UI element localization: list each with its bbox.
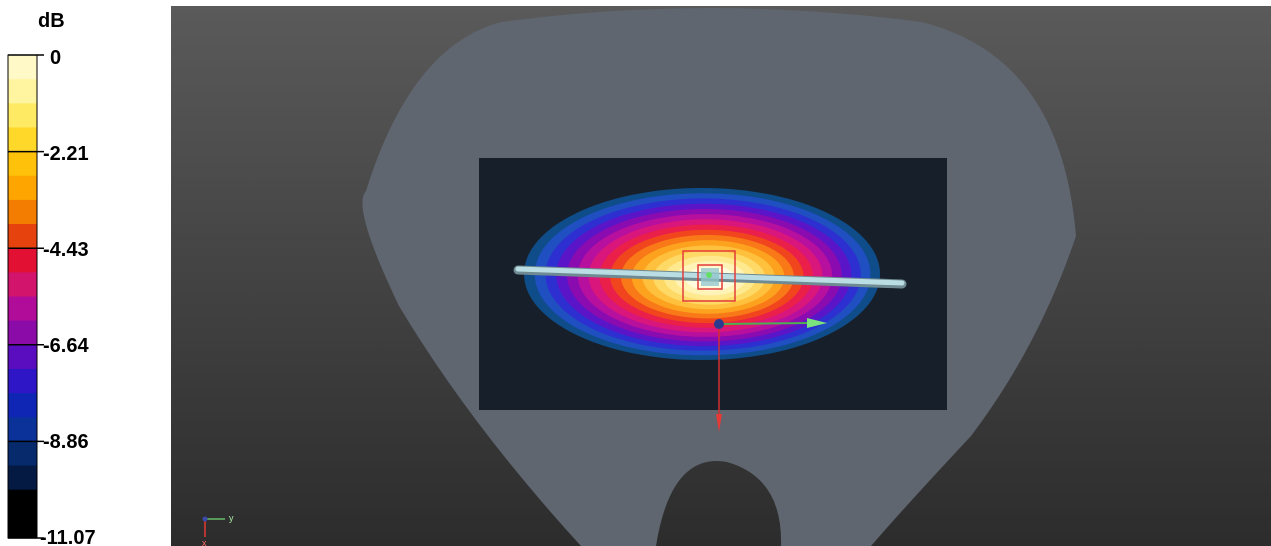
tick-label-5: -11.07 xyxy=(40,527,96,546)
color-band xyxy=(8,368,37,394)
color-scale-graphic: dB 0 -2.21 -4.43 -6.64 -8.86 -11.07 xyxy=(7,10,96,546)
color-band xyxy=(8,55,37,80)
color-band xyxy=(8,441,37,467)
unit-label: dB xyxy=(38,10,65,32)
color-band xyxy=(8,248,37,273)
y-axis-arrow[interactable] xyxy=(807,318,827,328)
color-band xyxy=(8,417,37,442)
color-band xyxy=(8,175,37,201)
color-band xyxy=(8,224,37,249)
tick-label-0: 0 xyxy=(50,47,61,69)
origin-handle[interactable] xyxy=(714,319,724,329)
triad-x-label: x xyxy=(202,538,207,546)
color-band xyxy=(8,320,37,346)
color-band xyxy=(8,489,37,515)
peak-search-box xyxy=(682,250,736,302)
color-band xyxy=(8,151,37,177)
color-band xyxy=(8,127,37,153)
zoom-scan-box xyxy=(697,264,723,290)
color-band xyxy=(8,296,37,322)
tick-label-2: -4.43 xyxy=(43,239,89,261)
color-scale-ticks xyxy=(8,54,44,539)
color-band xyxy=(8,465,37,491)
tick-label-1: -2.21 xyxy=(43,143,89,165)
triad-y-label: y xyxy=(229,513,234,523)
color-band xyxy=(8,79,37,104)
color-band xyxy=(8,393,37,418)
tick-label-4: -8.86 xyxy=(43,431,89,453)
tick-label-3: -6.64 xyxy=(43,335,89,357)
orientation-triad: y x xyxy=(202,513,234,546)
peak-marker xyxy=(706,272,712,278)
x-axis-arrow[interactable] xyxy=(716,414,722,432)
color-band xyxy=(8,513,37,539)
color-band xyxy=(8,272,37,298)
color-bands xyxy=(8,55,37,539)
color-band xyxy=(8,344,37,370)
scene-axes-gizmo[interactable] xyxy=(714,318,827,432)
color-scale-legend: dB 0 -2.21 -4.43 -6.64 -8.86 -11.07 xyxy=(0,0,170,546)
3d-viewport[interactable]: y x xyxy=(171,6,1271,546)
color-band xyxy=(8,199,37,225)
scene-canvas[interactable]: y x xyxy=(171,6,1271,546)
color-band xyxy=(8,103,37,129)
